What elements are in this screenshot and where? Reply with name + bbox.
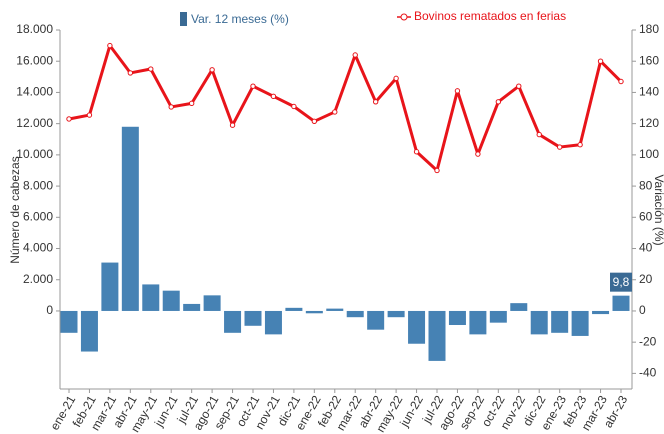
- y2-tick-label: -40: [639, 366, 657, 380]
- point: [597, 58, 604, 64]
- y2-tick-label: 40: [639, 241, 653, 255]
- value-label: 9,8: [613, 275, 630, 289]
- bar: [592, 310, 610, 315]
- bar: [571, 310, 589, 336]
- y-tick-label: 18.000: [16, 22, 53, 36]
- point: [291, 103, 297, 110]
- bar: [244, 310, 262, 326]
- point: [332, 109, 338, 115]
- y2-tick-label: 120: [639, 116, 659, 130]
- legend-label: Var. 12 meses (%): [191, 12, 289, 26]
- legend-label: Bovinos rematados en ferias: [414, 9, 566, 23]
- y-tick-label: 4.000: [23, 241, 53, 255]
- bar: [305, 310, 323, 314]
- point: [352, 52, 358, 58]
- bar: [428, 310, 446, 361]
- point: [127, 70, 134, 76]
- point: [250, 83, 256, 89]
- y-tick-label: 2.000: [23, 272, 53, 286]
- point: [454, 88, 461, 94]
- point: [311, 118, 318, 125]
- bar: [408, 310, 426, 344]
- x-tick-label: ene-21: [48, 393, 79, 433]
- point: [413, 149, 420, 155]
- point: [168, 104, 174, 110]
- bar: [387, 310, 405, 318]
- bar: [183, 303, 201, 311]
- y2-axis-label: Variación (%): [652, 174, 664, 245]
- point: [475, 151, 481, 157]
- y-tick-label: 10.000: [16, 147, 53, 161]
- y2-tick-label: 140: [639, 85, 659, 99]
- y-tick-label: 16.000: [16, 53, 53, 67]
- point: [66, 116, 72, 122]
- y2-tick-label: 20: [639, 272, 653, 286]
- y-tick-label: 8.000: [23, 178, 53, 192]
- point: [209, 67, 215, 73]
- value-label-bg: [610, 272, 632, 292]
- legend-swatch: [180, 12, 187, 26]
- bar: [346, 310, 364, 318]
- bar: [326, 308, 344, 311]
- point: [577, 142, 583, 148]
- point: [372, 99, 379, 105]
- y-tick-label: 12.000: [16, 116, 53, 130]
- bar: [510, 303, 528, 311]
- y-tick-label: 14.000: [16, 85, 53, 99]
- y-axis-label: Número de cabezas: [8, 156, 22, 263]
- y2-tick-label: 80: [639, 178, 653, 192]
- point: [107, 42, 113, 49]
- bar: [60, 310, 78, 333]
- bar: [203, 295, 221, 311]
- y2-tick-label: 100: [639, 147, 659, 161]
- y-tick-label: 6.000: [23, 209, 53, 223]
- bar: [162, 290, 180, 311]
- point: [618, 78, 624, 85]
- point: [434, 167, 440, 174]
- bar: [142, 284, 160, 311]
- bar: [367, 310, 385, 330]
- point: [536, 131, 542, 138]
- bar: [80, 310, 98, 352]
- point: [556, 144, 563, 150]
- y2-tick-label: 0: [639, 303, 646, 317]
- point: [188, 100, 195, 107]
- line: [68, 44, 623, 172]
- bar: [448, 310, 466, 326]
- point: [270, 93, 277, 100]
- point: [516, 83, 522, 89]
- point: [229, 122, 236, 128]
- y-tick-label: 0: [46, 303, 53, 317]
- bar: [469, 310, 487, 335]
- y2-tick-label: 180: [639, 22, 659, 36]
- point: [86, 112, 93, 118]
- bar: [285, 307, 303, 311]
- bar: [264, 310, 282, 335]
- bar: [121, 126, 139, 311]
- bar: [551, 310, 569, 333]
- y2-tick-label: -20: [639, 334, 657, 348]
- bar: [530, 310, 548, 335]
- legend-marker: [400, 13, 408, 21]
- y2-tick-label: 60: [639, 209, 653, 223]
- bar: [101, 262, 119, 311]
- bar: [489, 310, 507, 323]
- y2-tick-label: 160: [639, 53, 659, 67]
- point: [495, 99, 502, 105]
- bar: [224, 310, 242, 333]
- point: [393, 75, 399, 82]
- bar: [612, 295, 630, 311]
- point: [148, 66, 154, 72]
